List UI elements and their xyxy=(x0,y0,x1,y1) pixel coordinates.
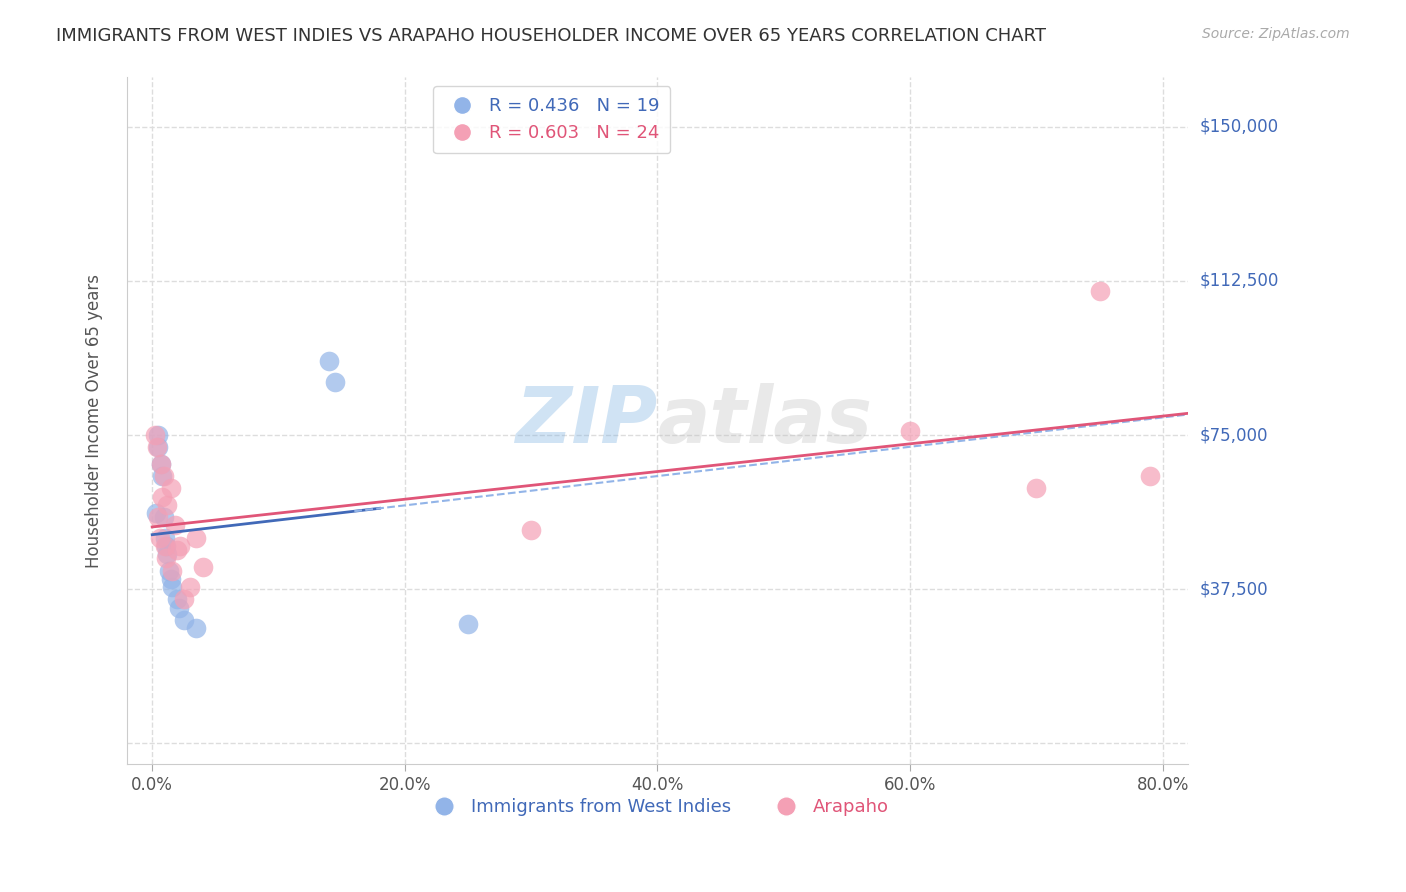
Point xyxy=(160,572,183,586)
Point xyxy=(155,539,177,553)
Point xyxy=(148,441,170,455)
Point xyxy=(143,428,166,442)
Point xyxy=(318,354,340,368)
Point xyxy=(156,547,179,561)
Point xyxy=(160,482,183,496)
Point xyxy=(1088,284,1111,298)
Text: IMMIGRANTS FROM WEST INDIES VS ARAPAHO HOUSEHOLDER INCOME OVER 65 YEARS CORRELAT: IMMIGRANTS FROM WEST INDIES VS ARAPAHO H… xyxy=(56,27,1046,45)
Point xyxy=(457,617,479,632)
Point xyxy=(148,510,170,524)
Point xyxy=(150,469,173,483)
Point xyxy=(153,531,176,545)
Text: ZIP: ZIP xyxy=(515,383,658,458)
Point xyxy=(162,580,184,594)
Point xyxy=(1025,482,1047,496)
Point xyxy=(155,551,177,566)
Point xyxy=(163,518,186,533)
Point xyxy=(150,490,173,504)
Point xyxy=(325,375,347,389)
Point xyxy=(898,424,921,438)
Point xyxy=(152,469,174,483)
Point xyxy=(167,600,190,615)
Text: $112,500: $112,500 xyxy=(1199,272,1278,290)
Text: $150,000: $150,000 xyxy=(1199,118,1278,136)
Point xyxy=(157,564,180,578)
Point xyxy=(173,613,195,627)
Point xyxy=(156,498,179,512)
Legend: Immigrants from West Indies, Arapaho: Immigrants from West Indies, Arapaho xyxy=(419,791,896,823)
Text: atlas: atlas xyxy=(658,383,873,458)
Text: Source: ZipAtlas.com: Source: ZipAtlas.com xyxy=(1202,27,1350,41)
Point xyxy=(149,531,172,545)
Point xyxy=(179,580,201,594)
Point xyxy=(166,592,188,607)
Point xyxy=(145,506,167,520)
Point xyxy=(191,559,214,574)
Text: $37,500: $37,500 xyxy=(1199,580,1268,599)
Point xyxy=(150,457,173,471)
Y-axis label: Householder Income Over 65 years: Householder Income Over 65 years xyxy=(86,274,103,567)
Point xyxy=(148,428,170,442)
Point xyxy=(146,441,169,455)
Point xyxy=(152,510,174,524)
Point xyxy=(169,539,191,553)
Point xyxy=(173,592,195,607)
Point xyxy=(166,543,188,558)
Point xyxy=(186,621,208,635)
Point xyxy=(186,531,208,545)
Point xyxy=(1139,469,1161,483)
Point xyxy=(520,523,543,537)
Text: $75,000: $75,000 xyxy=(1199,426,1268,444)
Point xyxy=(153,539,176,553)
Point xyxy=(162,564,184,578)
Point xyxy=(150,457,173,471)
